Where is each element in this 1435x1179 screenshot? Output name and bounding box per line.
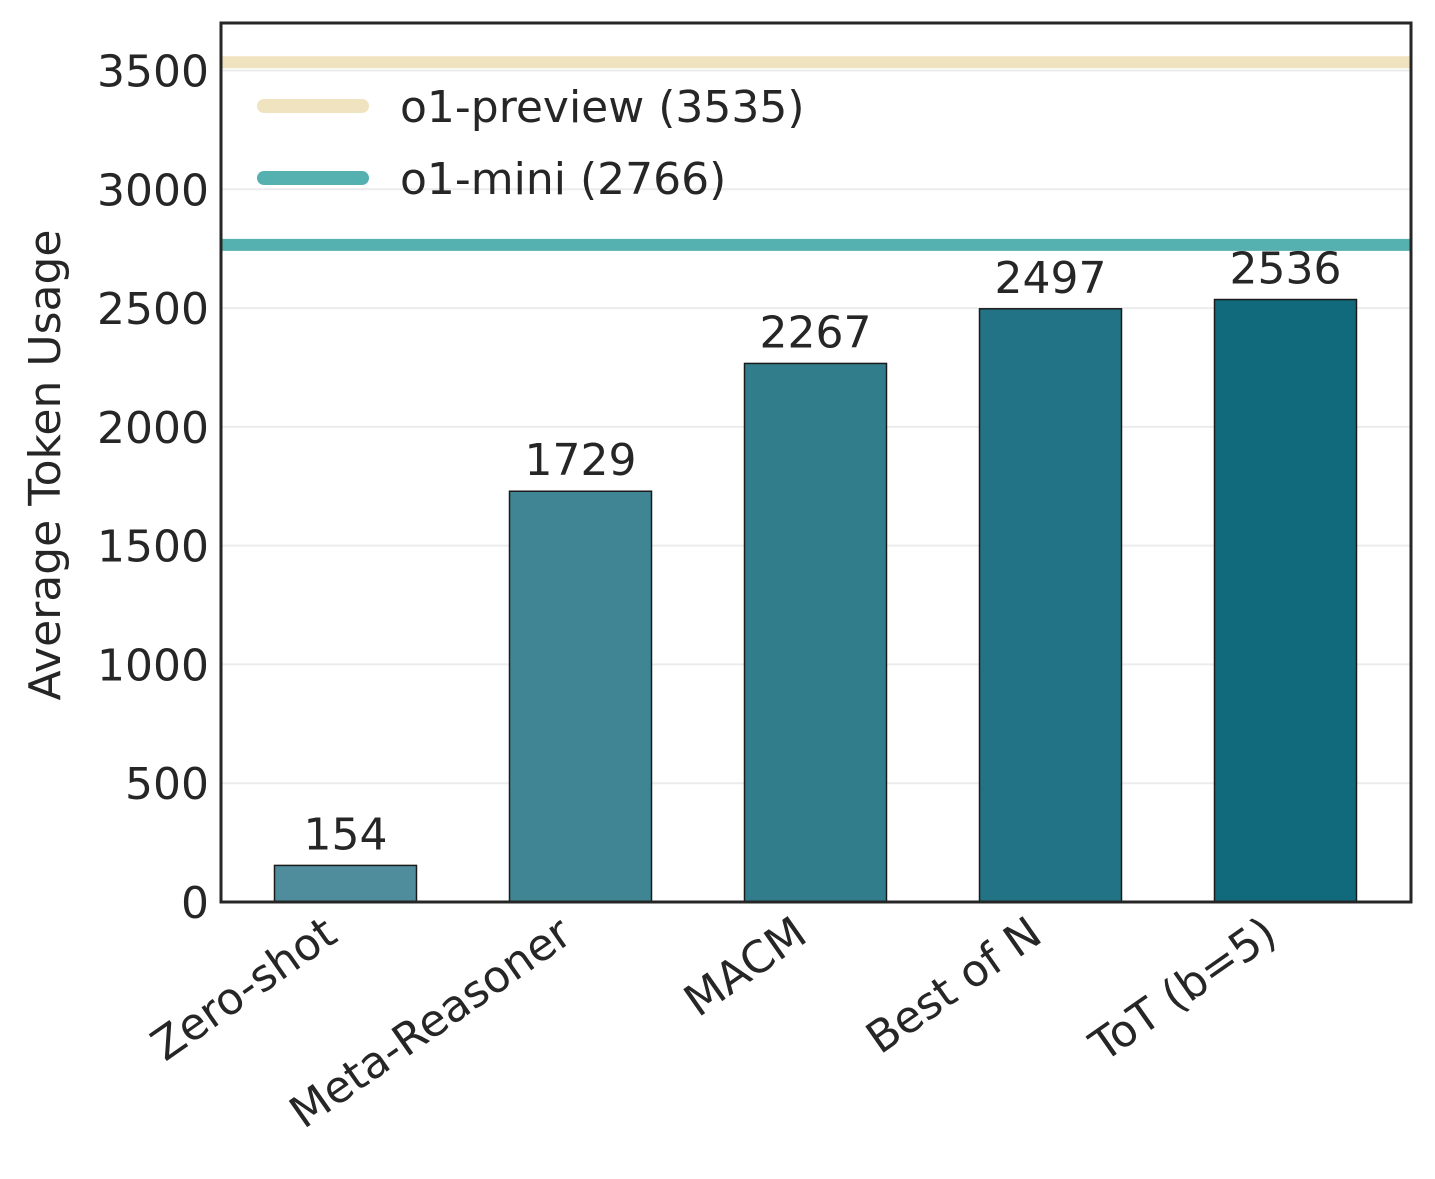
y-tick-label: 1500 [97, 522, 209, 573]
bar-zero-shot [273, 864, 418, 903]
bar-meta-reasoner [508, 490, 653, 903]
legend-label: o1-mini (2766) [400, 154, 726, 205]
bar-value-label: 2536 [1230, 244, 1342, 295]
bar-macm [743, 362, 888, 903]
bar-best-of-n [978, 308, 1123, 903]
y-tick-label: 500 [125, 759, 209, 810]
x-tick-label: Best of N [857, 907, 1051, 1064]
y-axis-title: Average Token Usage [20, 230, 71, 701]
bar-value-labels: 154 1729 2267 2497 2536 [304, 244, 1342, 861]
y-axis-tick-labels: 0 500 1000 1500 2000 2500 3000 3500 [97, 47, 209, 929]
x-tick-label: Zero-shot [142, 907, 346, 1071]
y-tick-label: 3500 [97, 47, 209, 98]
y-tick-label: 0 [181, 878, 209, 929]
legend-label: o1-preview (3535) [400, 82, 805, 133]
y-tick-label: 2500 [97, 284, 209, 335]
bar-value-label: 2497 [995, 253, 1107, 304]
bar-value-label: 1729 [525, 435, 637, 486]
y-tick-label: 2000 [97, 403, 209, 454]
bar-value-label: 2267 [760, 307, 872, 358]
y-tick-label: 1000 [97, 640, 209, 691]
x-tick-label: ToT (b=5) [1080, 907, 1286, 1072]
x-tick-label: MACM [675, 907, 816, 1027]
legend: o1-preview (3535) o1-mini (2766) [257, 82, 805, 205]
reference-lines [221, 56, 1411, 251]
bar-value-label: 154 [304, 809, 388, 860]
bar-tot-b-5- [1213, 298, 1358, 903]
plot-frame [219, 21, 1413, 904]
y-tick-label: 3000 [97, 165, 209, 216]
